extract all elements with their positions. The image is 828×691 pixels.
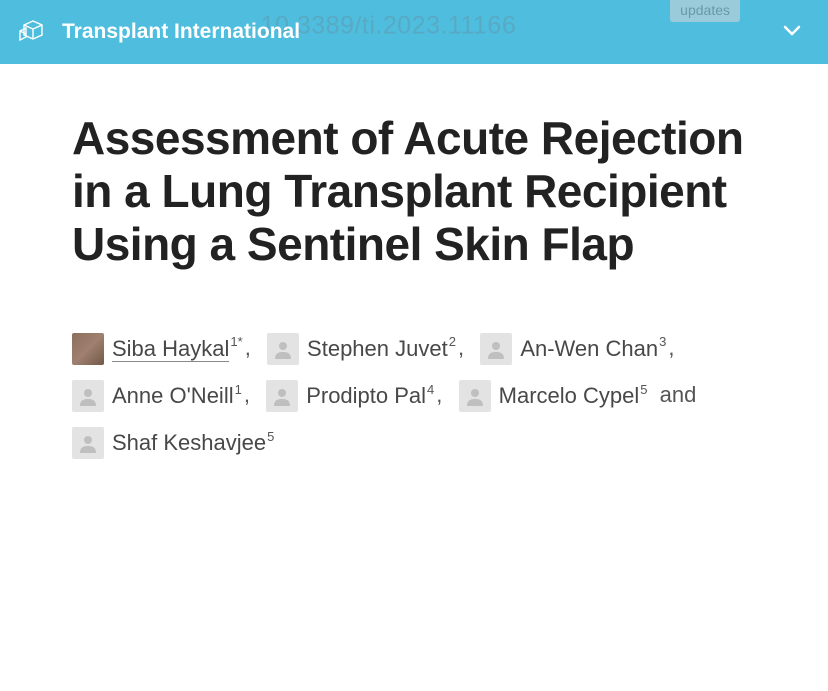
author-affiliation: 4: [427, 382, 434, 397]
author-affiliation: 1: [235, 382, 242, 397]
author-name[interactable]: Siba Haykal: [112, 336, 229, 362]
author-avatar[interactable]: [72, 427, 104, 459]
and-connector: and: [660, 382, 697, 407]
author-name[interactable]: An-Wen Chan: [520, 336, 658, 361]
author-affiliation: 3: [659, 334, 666, 349]
author-name[interactable]: Stephen Juvet: [307, 336, 448, 361]
author-separator: [649, 382, 655, 407]
chevron-down-icon: [785, 27, 799, 34]
updates-badge[interactable]: updates: [670, 0, 740, 22]
author-list: Siba Haykal1*, Stephen Juvet2, An-Wen Ch…: [72, 325, 756, 467]
author-item: Stephen Juvet2: [267, 335, 456, 360]
author-avatar[interactable]: [72, 380, 104, 412]
author-item: Shaf Keshavjee5: [72, 429, 274, 454]
author-avatar[interactable]: [266, 380, 298, 412]
author-avatar[interactable]: [480, 333, 512, 365]
author-affiliation: 2: [449, 334, 456, 349]
article-title: Assessment of Acute Rejection in a Lung …: [72, 112, 756, 271]
author-name[interactable]: Marcelo Cypel: [499, 383, 640, 408]
author-separator: ,: [436, 382, 442, 407]
author-separator: ,: [458, 335, 464, 360]
author-avatar[interactable]: [72, 333, 104, 365]
journal-name[interactable]: Transplant International: [62, 20, 300, 44]
author-item: An-Wen Chan3: [480, 335, 666, 360]
page-header: 10.3389/ti.2023.11166 updates Transplant…: [0, 0, 828, 64]
author-separator: ,: [668, 335, 674, 360]
author-affiliation: 5: [640, 382, 647, 397]
author-separator: ,: [245, 335, 251, 360]
author-name[interactable]: Prodipto Pal: [306, 383, 426, 408]
author-avatar[interactable]: [267, 333, 299, 365]
menu-toggle-button[interactable]: [772, 10, 812, 55]
author-item: Siba Haykal1*: [72, 335, 243, 360]
article-content: Assessment of Acute Rejection in a Lung …: [0, 64, 828, 491]
author-affiliation: 5: [267, 429, 274, 444]
author-separator: ,: [244, 382, 250, 407]
author-item: Anne O'Neill1: [72, 382, 242, 407]
author-affiliation: 1*: [230, 334, 242, 349]
author-item: Marcelo Cypel5: [459, 382, 648, 407]
header-left: Transplant International: [16, 15, 300, 49]
author-item: Prodipto Pal4: [266, 382, 434, 407]
author-name[interactable]: Anne O'Neill: [112, 383, 234, 408]
author-avatar[interactable]: [459, 380, 491, 412]
author-name[interactable]: Shaf Keshavjee: [112, 430, 266, 455]
journal-logo-icon[interactable]: [16, 15, 50, 49]
